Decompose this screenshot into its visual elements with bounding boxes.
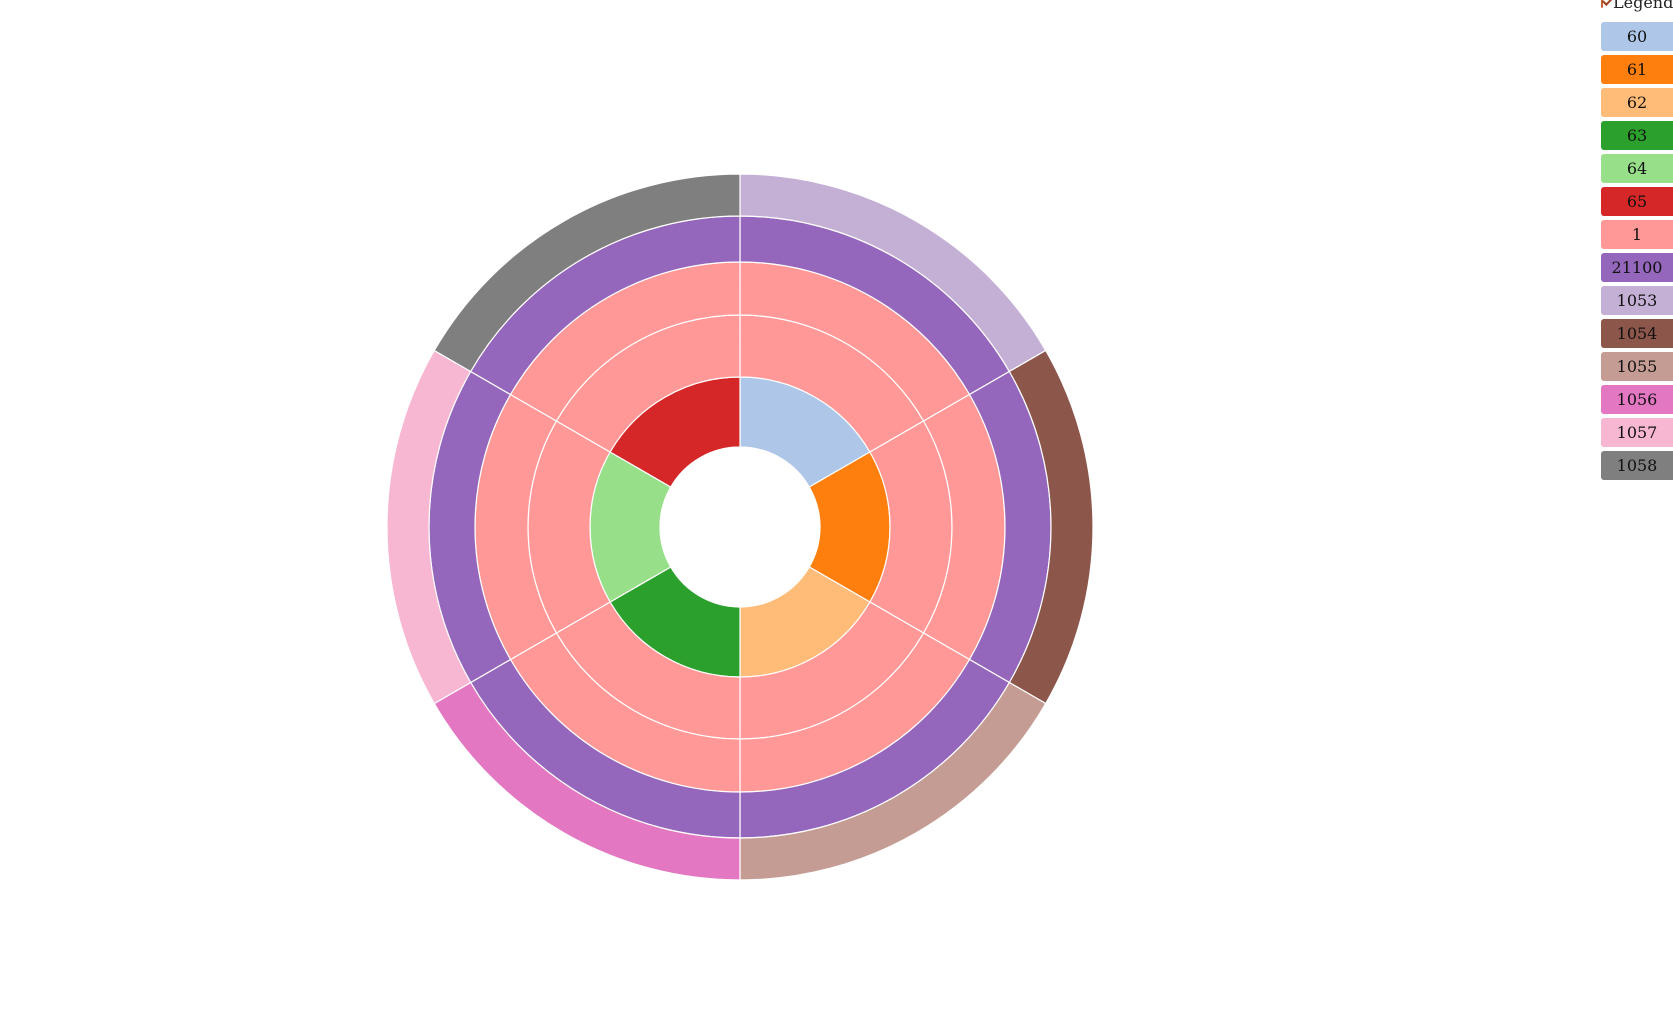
legend-item-62[interactable]: 62 — [1601, 88, 1673, 117]
legend-item-64[interactable]: 64 — [1601, 154, 1673, 183]
legend-item-21100[interactable]: 21100 — [1601, 253, 1673, 282]
legend-header[interactable]: Legend — [1601, 0, 1673, 12]
legend-item-1054[interactable]: 1054 — [1601, 319, 1673, 348]
legend: Legend 60 61 62 63 64 65 1 21100 1053 1054 1055 105… — [1601, 0, 1673, 484]
sunburst-chart — [386, 173, 1094, 881]
legend-item-1056[interactable]: 1056 — [1601, 385, 1673, 414]
legend-item-65[interactable]: 65 — [1601, 187, 1673, 216]
legend-item-1058[interactable]: 1058 — [1601, 451, 1673, 480]
legend-item-1053[interactable]: 1053 — [1601, 286, 1673, 315]
legend-title: Legend — [1613, 0, 1673, 12]
legend-item-1057[interactable]: 1057 — [1601, 418, 1673, 447]
legend-item-1055[interactable]: 1055 — [1601, 352, 1673, 381]
legend-item-1[interactable]: 1 — [1601, 220, 1673, 249]
legend-item-60[interactable]: 60 — [1601, 22, 1673, 51]
sunburst-segment-ring5-1058-5[interactable] — [433, 173, 741, 373]
legend-items: 60 61 62 63 64 65 1 21100 1053 1054 1055 1056 1057 10… — [1601, 22, 1673, 480]
legend-item-63[interactable]: 63 — [1601, 121, 1673, 150]
legend-item-61[interactable]: 61 — [1601, 55, 1673, 84]
legend-toggle-checkbox[interactable] — [1601, 0, 1603, 8]
